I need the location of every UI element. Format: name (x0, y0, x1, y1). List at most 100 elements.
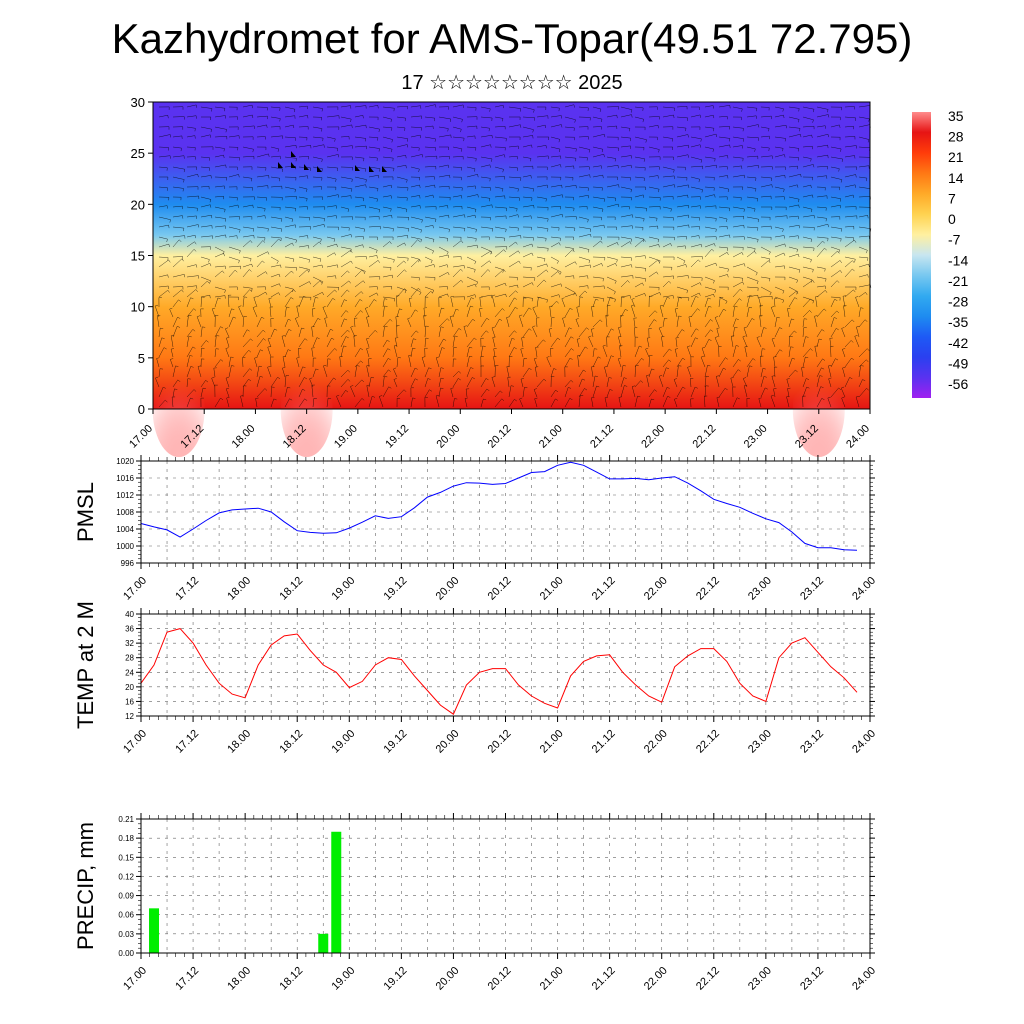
wind-barb (662, 136, 674, 142)
wind-barb (718, 166, 728, 170)
x-tick-label: 23.12 (798, 728, 826, 756)
wind-barb (718, 357, 728, 368)
wind-barb (732, 224, 745, 229)
wind-barb (620, 145, 631, 149)
wind-barb (536, 256, 546, 262)
wind-barb (634, 282, 644, 288)
x-tick-label: 23.00 (742, 423, 770, 451)
wind-barb (788, 330, 797, 338)
wind-barb (732, 386, 736, 398)
wind-barb (424, 194, 434, 198)
wind-barb (354, 360, 364, 368)
wind-barb (242, 296, 248, 308)
wind-barb (714, 316, 720, 328)
wind-barb (634, 255, 646, 259)
wind-barb (466, 226, 477, 233)
wind-barb (718, 251, 729, 258)
wind-barb (200, 276, 211, 284)
wind-barb (312, 317, 321, 328)
wind-barb (172, 299, 181, 308)
wind-barb (746, 365, 753, 378)
wind-barb (228, 156, 240, 161)
wind-barb (326, 252, 337, 258)
wind-barb (690, 386, 698, 398)
wind-barb (844, 289, 856, 298)
wind-barb (508, 337, 515, 348)
wind-barb (760, 146, 770, 152)
wind-barb (480, 186, 491, 191)
wind-barb (858, 136, 870, 143)
wind-barb (158, 236, 168, 243)
wind-barb (158, 155, 171, 159)
wind-barb (354, 291, 364, 298)
x-tick-label: 23.00 (746, 728, 774, 756)
wind-barb (816, 285, 826, 289)
wind-barb (760, 256, 771, 262)
wind-barb (550, 317, 555, 328)
x-tick-label: 19.00 (332, 423, 360, 451)
wind-barb (760, 296, 773, 300)
wind-barb (494, 236, 506, 242)
wind-barb (690, 144, 702, 148)
wind-barb (169, 307, 174, 318)
y-tick-label: 1016 (116, 474, 134, 483)
wind-barb (658, 326, 664, 338)
wind-barb (844, 116, 856, 121)
wind-barb (732, 246, 744, 251)
wind-barb (533, 357, 538, 368)
y-tick-label: 40 (125, 610, 134, 619)
wind-barb (550, 283, 562, 288)
wind-barb (788, 184, 799, 188)
wind-barb (214, 297, 221, 308)
wind-barb (802, 378, 810, 388)
wind-barb (521, 337, 525, 348)
wind-barb (802, 164, 815, 168)
wind-barb (718, 175, 729, 179)
series-line (140, 628, 858, 715)
wind-barb (298, 136, 308, 141)
wind-barb (382, 339, 390, 348)
wind-barb (746, 146, 756, 152)
wind-barb (576, 338, 581, 348)
wind-barb (676, 329, 685, 338)
wind-barb (200, 340, 209, 348)
x-tick-label: 17.00 (121, 728, 149, 756)
wind-barb (494, 146, 506, 151)
wind-barb (424, 396, 428, 408)
x-tick-label: 17.00 (121, 575, 149, 603)
y-tick-label: 0.06 (118, 911, 134, 920)
wind-barb (606, 184, 620, 188)
wind-barb (648, 196, 661, 201)
wind-barb (312, 291, 324, 298)
wind-barb (550, 271, 560, 278)
wind-barb (631, 385, 636, 398)
wind-barb (508, 196, 520, 201)
wind-barb (298, 366, 306, 378)
x-tick-label: 19.12 (382, 575, 410, 603)
wind-barb (830, 156, 843, 162)
wind-barb (802, 134, 813, 138)
wind-barb (155, 376, 160, 388)
wind-barb (718, 155, 729, 159)
x-tick-label: 22.00 (642, 728, 670, 756)
wind-barb (494, 249, 506, 258)
wind-barb (550, 146, 561, 153)
wind-barb (690, 243, 703, 248)
wind-barb (634, 194, 645, 198)
wind-barb (158, 289, 170, 298)
wind-barb (746, 216, 759, 223)
wind-barb (704, 156, 716, 162)
wind-barb (760, 166, 773, 170)
wind-barb (564, 379, 574, 388)
wind-barb (773, 356, 777, 368)
colorbar-label: 35 (948, 108, 964, 124)
wind-barb (760, 115, 772, 120)
wind-barb (578, 216, 589, 223)
wind-barb (326, 348, 338, 358)
wind-barb (620, 225, 633, 229)
wind-barb (550, 236, 561, 242)
wind-barb (746, 124, 760, 128)
